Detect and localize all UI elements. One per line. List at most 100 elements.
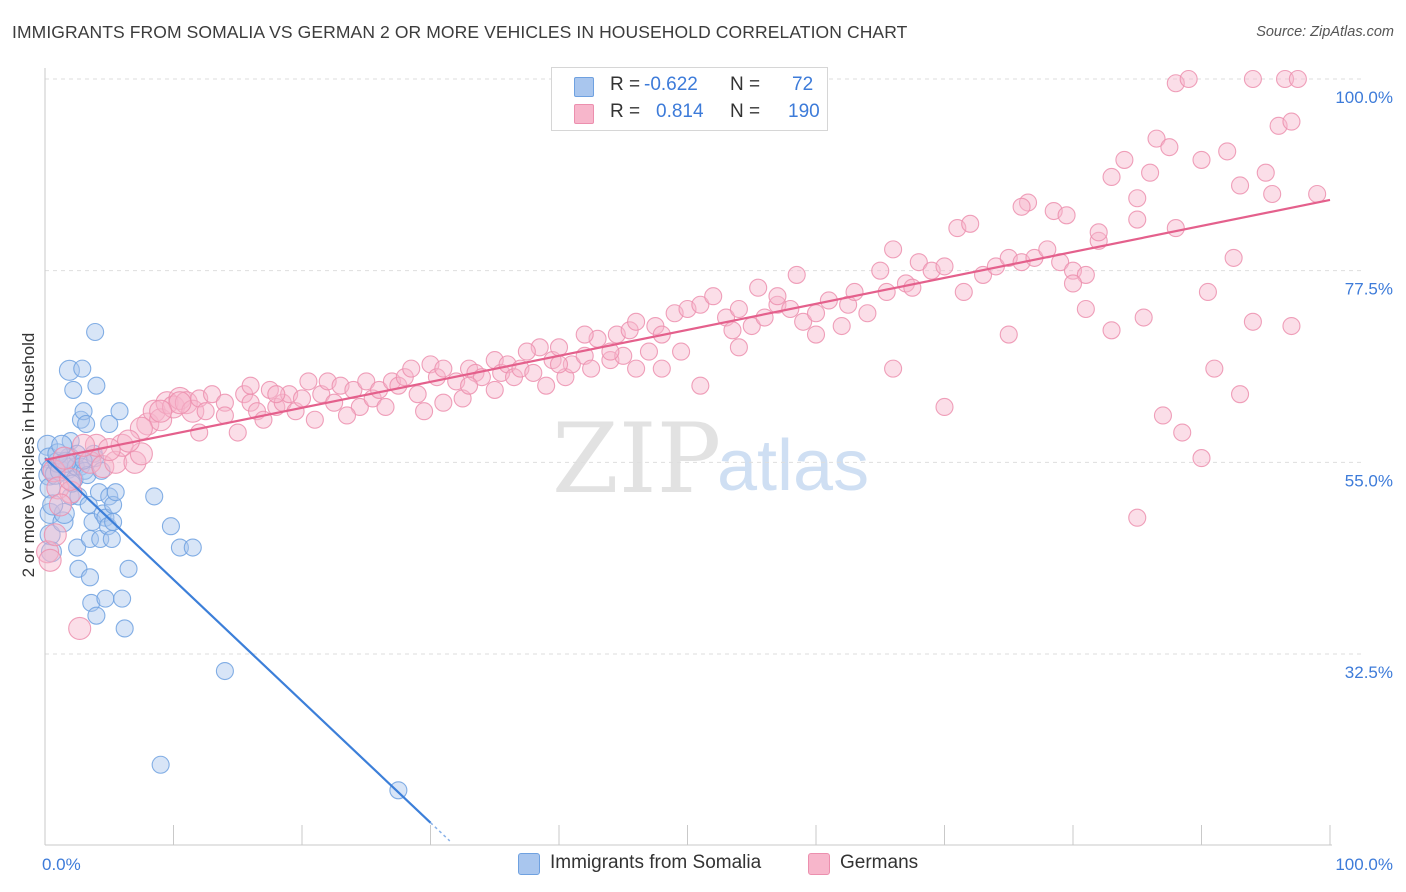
trend-lines [44,198,1331,842]
data-point [909,253,928,272]
data-point [794,312,813,331]
data-point [86,322,105,342]
data-point [68,538,87,557]
data-point [729,338,748,357]
data-point [723,321,742,340]
data-point [549,355,569,374]
data-point [73,359,92,378]
data-point [704,287,723,306]
data-point [1243,69,1262,89]
data-point [961,214,980,233]
data-point [954,282,973,302]
data-point [1153,406,1172,425]
data-point [1102,167,1121,187]
data-point [149,399,173,423]
legend-label-germans: Germans [840,852,919,873]
data-point [100,414,119,434]
data-point [87,606,106,625]
data-point [549,338,569,357]
series-somalia-points [37,322,408,800]
data-point [691,376,710,395]
data-point [884,359,903,378]
data-point [42,494,64,516]
data-point [806,304,826,323]
data-point [1128,210,1147,229]
data-point [1192,150,1211,169]
data-point [537,376,556,395]
data-point [858,304,877,323]
data-point [203,385,222,404]
data-point [672,342,691,361]
data-point [434,359,453,378]
y-tick-label: 55.0% [1345,471,1393,490]
legend-n-value-somalia: 72 [792,74,814,95]
data-point [768,287,787,306]
y-axis-label: 2 or more Vehicles in Household [19,332,38,578]
data-point [1141,163,1160,182]
data-point [935,397,954,417]
data-point [999,325,1018,344]
data-point [652,359,671,378]
legend-n-label: N = [730,101,761,122]
data-point [79,495,98,514]
source-label: Source: ZipAtlas.com [1256,24,1394,40]
data-point [337,406,357,425]
trend-line-extension [429,822,451,842]
data-point [903,278,922,297]
data-point [1275,69,1295,89]
data-point [1243,312,1262,331]
data-point [80,568,100,587]
legend-swatch-germans [808,853,830,875]
data-point [729,299,748,319]
x-tick-label-max: 100.0% [1335,855,1393,874]
data-point [102,529,121,549]
data-point [389,781,408,800]
data-point [36,540,60,564]
legend-n-label: N = [730,74,761,95]
data-point [196,402,215,421]
y-tick-label: 32.5% [1345,663,1393,682]
data-point [149,408,173,432]
data-point [181,399,205,423]
data-point [106,483,125,502]
legend-r-value-germans: 0.814 [656,101,704,122]
data-point [691,295,710,314]
legend-r-label: R = [610,101,641,122]
axes [44,68,1332,846]
data-point [877,282,896,302]
data-point [408,385,427,404]
data-point [1205,359,1224,378]
data-point [1263,184,1282,204]
data-point [129,442,153,466]
legend-r-value-somalia: -0.622 [644,74,698,95]
legend-swatch-somalia [518,853,540,875]
data-point [170,538,189,557]
data-point [1231,176,1250,195]
data-point [42,459,66,483]
data-point [1231,385,1250,404]
data-point [1134,308,1153,327]
data-point [151,755,170,774]
data-point [459,376,479,395]
watermark-atlas: atlas [717,426,869,506]
data-point [96,589,115,608]
data-point [524,363,543,382]
data-point [639,342,659,361]
data-point [113,589,132,608]
data-point [1076,299,1095,319]
data-point [832,316,851,336]
data-point [1256,163,1275,182]
legend-swatch-germans [574,104,594,124]
data-point [119,559,138,578]
data-point [627,312,646,331]
data-point [241,376,260,395]
data-point [97,438,121,462]
series-legend: Immigrants from Somalia Germans [0,851,1406,877]
data-point [1192,449,1211,468]
data-point [402,359,421,378]
data-point [1198,282,1217,302]
data-point [299,372,318,391]
trend-line [44,198,1331,461]
data-point [884,240,903,259]
gridlines [45,78,1365,655]
